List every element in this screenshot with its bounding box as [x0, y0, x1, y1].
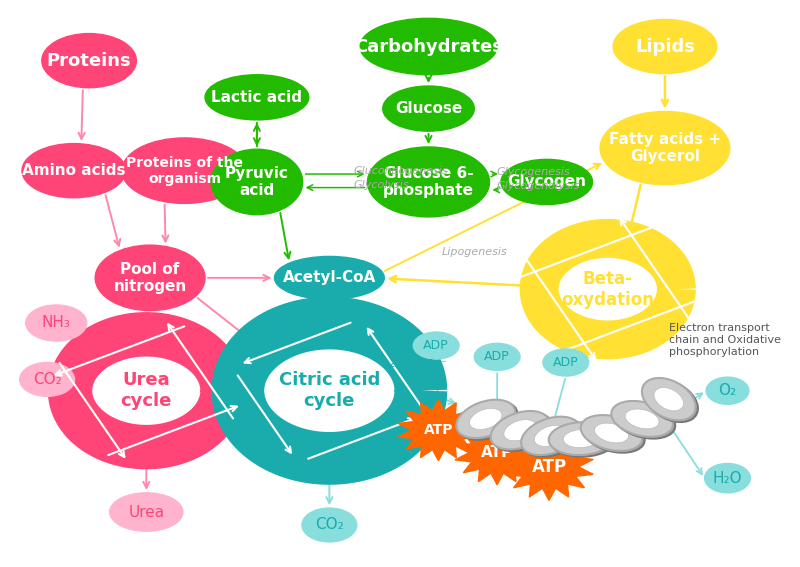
Text: Electron transport
chain and Oxidative
phosphorylation: Electron transport chain and Oxidative p… — [669, 323, 781, 357]
Text: Amino acids: Amino acids — [22, 163, 126, 178]
Ellipse shape — [205, 75, 309, 120]
Ellipse shape — [20, 362, 74, 396]
Ellipse shape — [644, 380, 698, 422]
Text: O₂: O₂ — [718, 383, 737, 398]
Ellipse shape — [583, 417, 645, 452]
Text: Beta-
oxydation: Beta- oxydation — [562, 270, 654, 308]
Ellipse shape — [549, 422, 614, 455]
Ellipse shape — [705, 463, 750, 493]
Ellipse shape — [563, 430, 599, 448]
Ellipse shape — [613, 19, 717, 74]
Ellipse shape — [551, 424, 616, 457]
Text: Lipogenesis: Lipogenesis — [442, 247, 507, 257]
Ellipse shape — [122, 138, 247, 204]
Ellipse shape — [382, 86, 474, 131]
Text: Acetyl-CoA: Acetyl-CoA — [282, 270, 376, 285]
Text: Citric acid
cycle: Citric acid cycle — [278, 371, 380, 410]
Ellipse shape — [456, 400, 515, 438]
Ellipse shape — [654, 387, 683, 411]
Ellipse shape — [211, 149, 302, 215]
Ellipse shape — [543, 349, 589, 376]
Text: ADP: ADP — [423, 339, 449, 352]
Ellipse shape — [642, 378, 696, 420]
Ellipse shape — [611, 401, 673, 437]
Text: Glycogenolysis: Glycogenolysis — [496, 181, 580, 192]
Text: Urea: Urea — [128, 505, 164, 519]
Ellipse shape — [367, 147, 490, 217]
Ellipse shape — [614, 403, 675, 438]
Ellipse shape — [521, 417, 580, 455]
Polygon shape — [276, 352, 382, 430]
Text: Lactic acid: Lactic acid — [211, 90, 302, 105]
Text: Glycogen: Glycogen — [507, 175, 586, 189]
Ellipse shape — [581, 415, 642, 451]
Ellipse shape — [474, 343, 520, 370]
Text: Proteins of the
organism: Proteins of the organism — [126, 155, 243, 186]
Polygon shape — [568, 260, 647, 319]
Ellipse shape — [523, 418, 582, 457]
Ellipse shape — [706, 377, 749, 404]
Text: Glucose: Glucose — [395, 101, 462, 116]
Ellipse shape — [302, 508, 357, 542]
Ellipse shape — [95, 245, 205, 311]
Text: Gluconeogenesis: Gluconeogenesis — [354, 166, 449, 176]
Polygon shape — [505, 433, 593, 501]
Text: NH₃: NH₃ — [42, 315, 70, 331]
Polygon shape — [102, 358, 190, 424]
Ellipse shape — [274, 256, 384, 299]
Polygon shape — [455, 421, 539, 485]
Ellipse shape — [26, 305, 87, 341]
Ellipse shape — [594, 423, 629, 443]
Ellipse shape — [493, 413, 552, 451]
Text: ADP: ADP — [553, 356, 578, 369]
Text: Glucose 6-
phosphate: Glucose 6- phosphate — [383, 166, 474, 198]
Ellipse shape — [42, 33, 136, 88]
Ellipse shape — [600, 111, 730, 185]
Ellipse shape — [458, 401, 518, 440]
Text: ATP: ATP — [481, 445, 514, 460]
Text: CO₂: CO₂ — [315, 518, 344, 532]
Ellipse shape — [501, 159, 593, 205]
Text: 2H⁺ + 2e⁻: 2H⁺ + 2e⁻ — [389, 358, 446, 369]
Text: Fatty acids +
Glycerol: Fatty acids + Glycerol — [609, 132, 721, 164]
Text: ATP: ATP — [424, 423, 453, 437]
Text: Lipids: Lipids — [635, 37, 695, 56]
Text: CO₂: CO₂ — [33, 372, 62, 387]
Ellipse shape — [360, 18, 497, 75]
Ellipse shape — [470, 408, 502, 429]
Ellipse shape — [110, 493, 183, 531]
Text: Urea
cycle: Urea cycle — [121, 371, 172, 410]
Text: Glycolysis: Glycolysis — [354, 180, 410, 191]
Ellipse shape — [625, 409, 659, 429]
Text: Proteins: Proteins — [46, 52, 131, 70]
Ellipse shape — [504, 420, 536, 441]
Text: Carbohydrates: Carbohydrates — [354, 37, 503, 56]
Text: ATP: ATP — [531, 458, 566, 476]
Text: Glycogenesis: Glycogenesis — [496, 167, 570, 177]
Ellipse shape — [534, 425, 566, 446]
Text: H₂O: H₂O — [713, 471, 742, 486]
Polygon shape — [398, 400, 478, 460]
Text: ADP: ADP — [484, 350, 510, 363]
Ellipse shape — [490, 411, 550, 450]
Ellipse shape — [414, 332, 459, 359]
Text: Pyruvic
acid: Pyruvic acid — [225, 166, 289, 198]
Text: Pool of
nitrogen: Pool of nitrogen — [114, 261, 186, 294]
Ellipse shape — [22, 143, 126, 198]
